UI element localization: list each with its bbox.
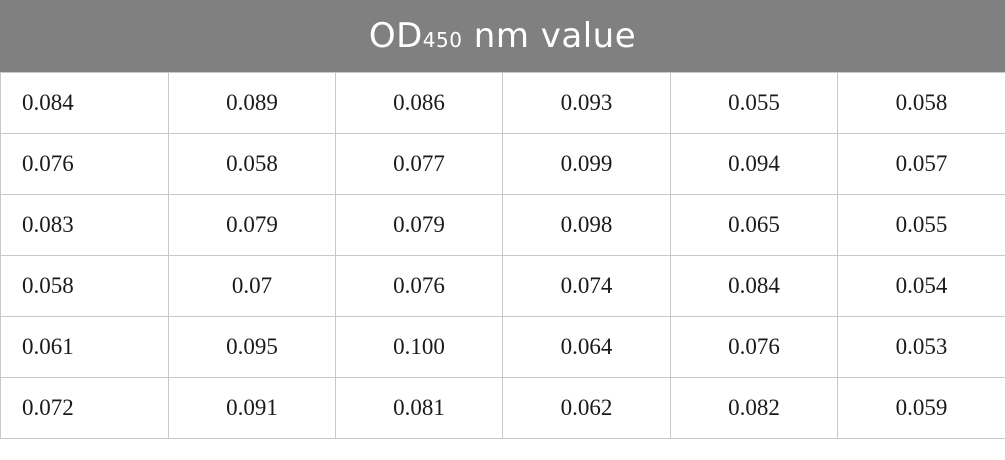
header-subscript: 450 bbox=[422, 28, 463, 52]
table-cell: 0.054 bbox=[837, 255, 1005, 317]
table-cell: 0.059 bbox=[837, 377, 1005, 439]
table-cell: 0.074 bbox=[502, 255, 671, 317]
table-row: 0.076 0.058 0.077 0.099 0.094 0.057 bbox=[0, 133, 1005, 195]
od-value-table: OD 450 nm value 0.084 0.089 0.086 0.093 0.055… bbox=[0, 0, 1005, 439]
table-cell: 0.099 bbox=[502, 133, 671, 195]
table-cell: 0.094 bbox=[670, 133, 838, 195]
table-cell: 0.082 bbox=[670, 377, 838, 439]
table-row: 0.083 0.079 0.079 0.098 0.065 0.055 bbox=[0, 194, 1005, 256]
table-cell: 0.086 bbox=[335, 72, 503, 134]
table-cell: 0.091 bbox=[168, 377, 336, 439]
table-cell: 0.098 bbox=[502, 194, 671, 256]
table-cell: 0.100 bbox=[335, 316, 503, 378]
table-cell: 0.079 bbox=[168, 194, 336, 256]
table-row: 0.084 0.089 0.086 0.093 0.055 0.058 bbox=[0, 72, 1005, 134]
table-cell: 0.089 bbox=[168, 72, 336, 134]
table-row: 0.061 0.095 0.100 0.064 0.076 0.053 bbox=[0, 316, 1005, 378]
table-cell: 0.055 bbox=[670, 72, 838, 134]
table-cell: 0.093 bbox=[502, 72, 671, 134]
table-cell: 0.062 bbox=[502, 377, 671, 439]
table-cell: 0.081 bbox=[335, 377, 503, 439]
table-cell: 0.077 bbox=[335, 133, 503, 195]
header-prefix: OD bbox=[368, 16, 423, 56]
table-cell: 0.072 bbox=[0, 377, 169, 439]
table-cell: 0.095 bbox=[168, 316, 336, 378]
table-cell: 0.083 bbox=[0, 194, 169, 256]
table-cell: 0.084 bbox=[670, 255, 838, 317]
table-cell: 0.058 bbox=[837, 72, 1005, 134]
header-suffix: nm value bbox=[462, 16, 637, 56]
table-cell: 0.07 bbox=[168, 255, 336, 317]
table-cell: 0.076 bbox=[670, 316, 838, 378]
table-row: 0.072 0.091 0.081 0.062 0.082 0.059 bbox=[0, 377, 1005, 439]
table-cell: 0.061 bbox=[0, 316, 169, 378]
table-header: OD 450 nm value bbox=[0, 0, 1005, 72]
table-row: 0.058 0.07 0.076 0.074 0.084 0.054 bbox=[0, 255, 1005, 317]
table-cell: 0.076 bbox=[335, 255, 503, 317]
table-cell: 0.057 bbox=[837, 133, 1005, 195]
table-cell: 0.055 bbox=[837, 194, 1005, 256]
table-cell: 0.064 bbox=[502, 316, 671, 378]
table-cell: 0.053 bbox=[837, 316, 1005, 378]
table-cell: 0.058 bbox=[168, 133, 336, 195]
table-cell: 0.079 bbox=[335, 194, 503, 256]
table-cell: 0.065 bbox=[670, 194, 838, 256]
table-cell: 0.076 bbox=[0, 133, 169, 195]
table-cell: 0.058 bbox=[0, 255, 169, 317]
table-cell: 0.084 bbox=[0, 72, 169, 134]
data-grid: 0.084 0.089 0.086 0.093 0.055 0.058 0.076 0.058… bbox=[0, 72, 1005, 439]
